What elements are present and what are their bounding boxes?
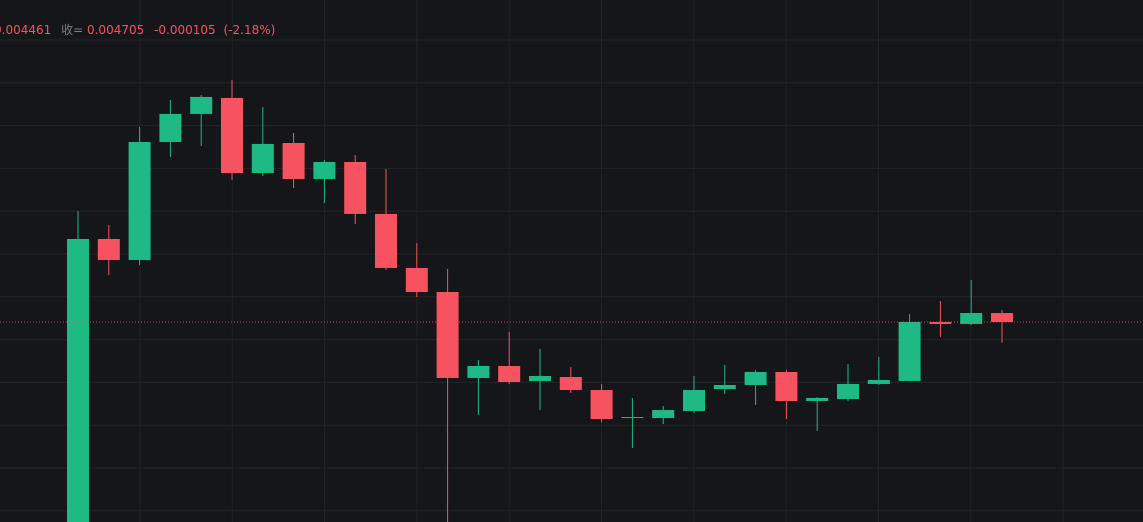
candle-body [991, 313, 1013, 322]
candles [0, 80, 1143, 522]
candle-body [837, 383, 859, 400]
close-label: 收= [61, 23, 83, 37]
ohlc-header: 0.004461 收= 0.004705 -0.000105 (-2.18%) [0, 23, 275, 37]
candle-body [436, 291, 459, 378]
candle-body [97, 238, 120, 261]
candle-body [590, 390, 613, 420]
candle-body [221, 97, 243, 174]
candle-body [960, 313, 983, 324]
candle-body [190, 96, 213, 114]
candle-body [529, 376, 551, 381]
candle-body [559, 377, 582, 391]
candle-body [251, 143, 274, 174]
change: -0.000105 [154, 23, 216, 37]
candle-body [806, 397, 829, 401]
candle-body [652, 410, 675, 418]
candle-body [867, 380, 890, 384]
candle-body [67, 238, 89, 522]
candle-body [929, 321, 952, 324]
candle-body [744, 371, 767, 385]
low-value: 0.004461 [0, 23, 51, 37]
candle-body [405, 267, 428, 292]
candle-body [467, 366, 490, 378]
candle-body [498, 366, 521, 382]
candle-body [313, 161, 336, 179]
candle-body [128, 141, 151, 261]
change-pct: (-2.18%) [224, 23, 276, 37]
candle-body [282, 143, 305, 179]
candle-body [713, 384, 736, 389]
candle-body [775, 371, 798, 401]
candle-body [621, 417, 644, 419]
close-value: 0.004705 [87, 23, 144, 37]
candle-body [344, 161, 367, 214]
candle-body [375, 213, 397, 268]
candle-body [683, 390, 705, 411]
candle-body [898, 321, 921, 381]
candle-body [159, 113, 182, 142]
